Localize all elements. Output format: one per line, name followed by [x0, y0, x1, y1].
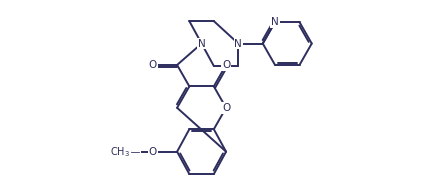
Text: N: N: [271, 17, 279, 27]
Text: N: N: [235, 38, 242, 48]
Text: O: O: [149, 147, 157, 157]
Text: O: O: [222, 60, 230, 70]
Text: O—: O—: [123, 147, 140, 157]
Text: O: O: [149, 60, 157, 70]
Text: CH$_3$: CH$_3$: [110, 145, 130, 159]
Text: O: O: [222, 103, 230, 113]
Text: N: N: [198, 38, 206, 48]
